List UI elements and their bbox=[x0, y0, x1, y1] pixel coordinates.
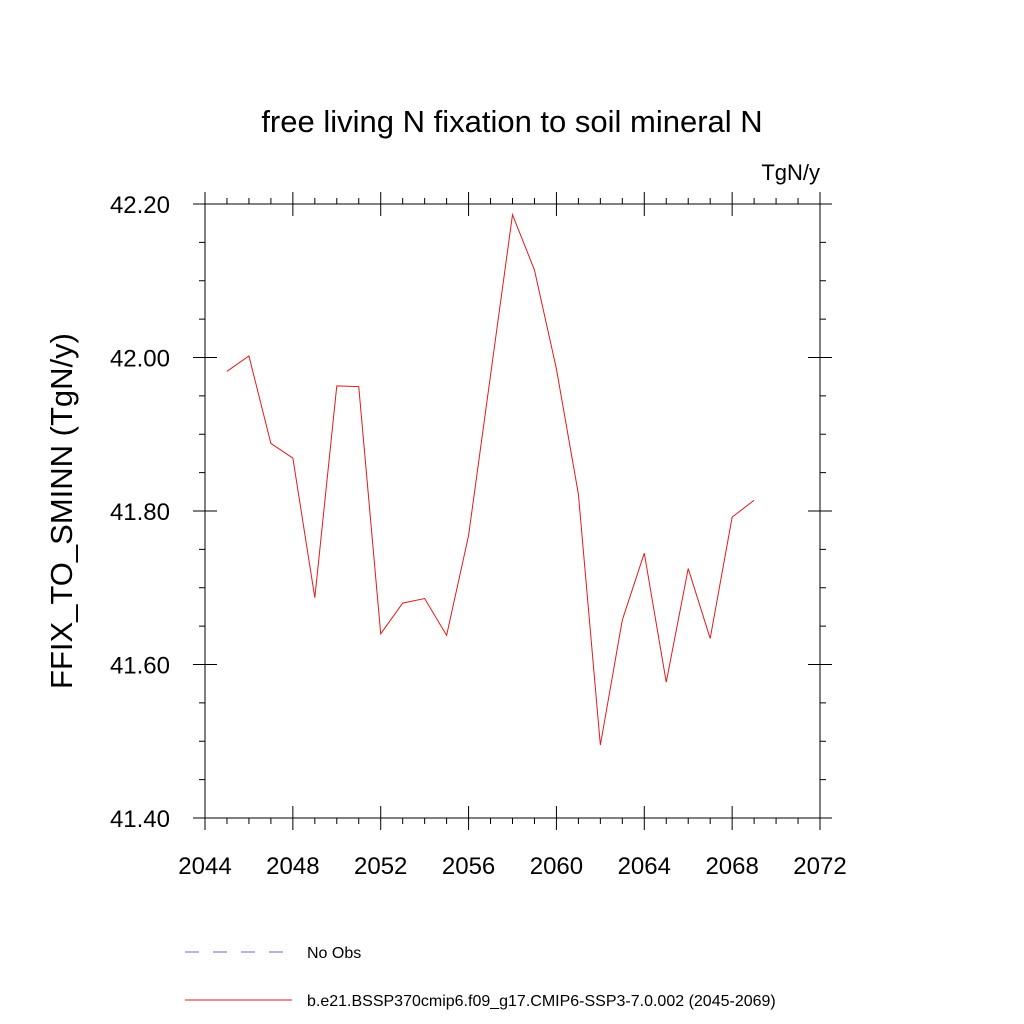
x-tick-label: 2068 bbox=[705, 853, 758, 880]
y-tick-label: 42.20 bbox=[110, 192, 170, 219]
legend: No Obs b.e21.BSSP370cmip6.f09_g17.CMIP6-… bbox=[185, 945, 776, 1010]
x-tick-label: 2048 bbox=[266, 853, 319, 880]
chart-title: free living N fixation to soil mineral N bbox=[261, 104, 762, 139]
plot-frame bbox=[204, 203, 821, 819]
legend-label-series: b.e21.BSSP370cmip6.f09_g17.CMIP6-SSP3-7.… bbox=[307, 993, 776, 1010]
series-line bbox=[226, 212, 755, 746]
x-tick-label: 2060 bbox=[530, 853, 583, 880]
x-tick-label: 2056 bbox=[442, 853, 495, 880]
units-label: TgN/y bbox=[761, 160, 820, 185]
y-tick-labels: 41.40 41.60 41.80 42.00 42.20 bbox=[110, 192, 170, 833]
major-ticks bbox=[193, 192, 832, 830]
x-tick-labels: 2044 2048 2052 2056 2060 2064 2068 2072 bbox=[178, 853, 846, 880]
x-tick-label: 2044 bbox=[178, 853, 231, 880]
x-tick-label: 2064 bbox=[618, 853, 671, 880]
x-tick-label: 2072 bbox=[793, 853, 846, 880]
y-axis-label: FFIX_TO_SMINN (TgN/y) bbox=[44, 333, 79, 689]
y-tick-label: 41.60 bbox=[110, 653, 170, 680]
y-tick-label: 42.00 bbox=[110, 346, 170, 373]
minor-ticks bbox=[199, 198, 826, 824]
y-tick-label: 41.80 bbox=[110, 499, 170, 526]
y-tick-label: 41.40 bbox=[110, 806, 170, 833]
series-group bbox=[226, 212, 755, 746]
x-tick-label: 2052 bbox=[354, 853, 407, 880]
legend-label-no-obs: No Obs bbox=[307, 945, 361, 962]
